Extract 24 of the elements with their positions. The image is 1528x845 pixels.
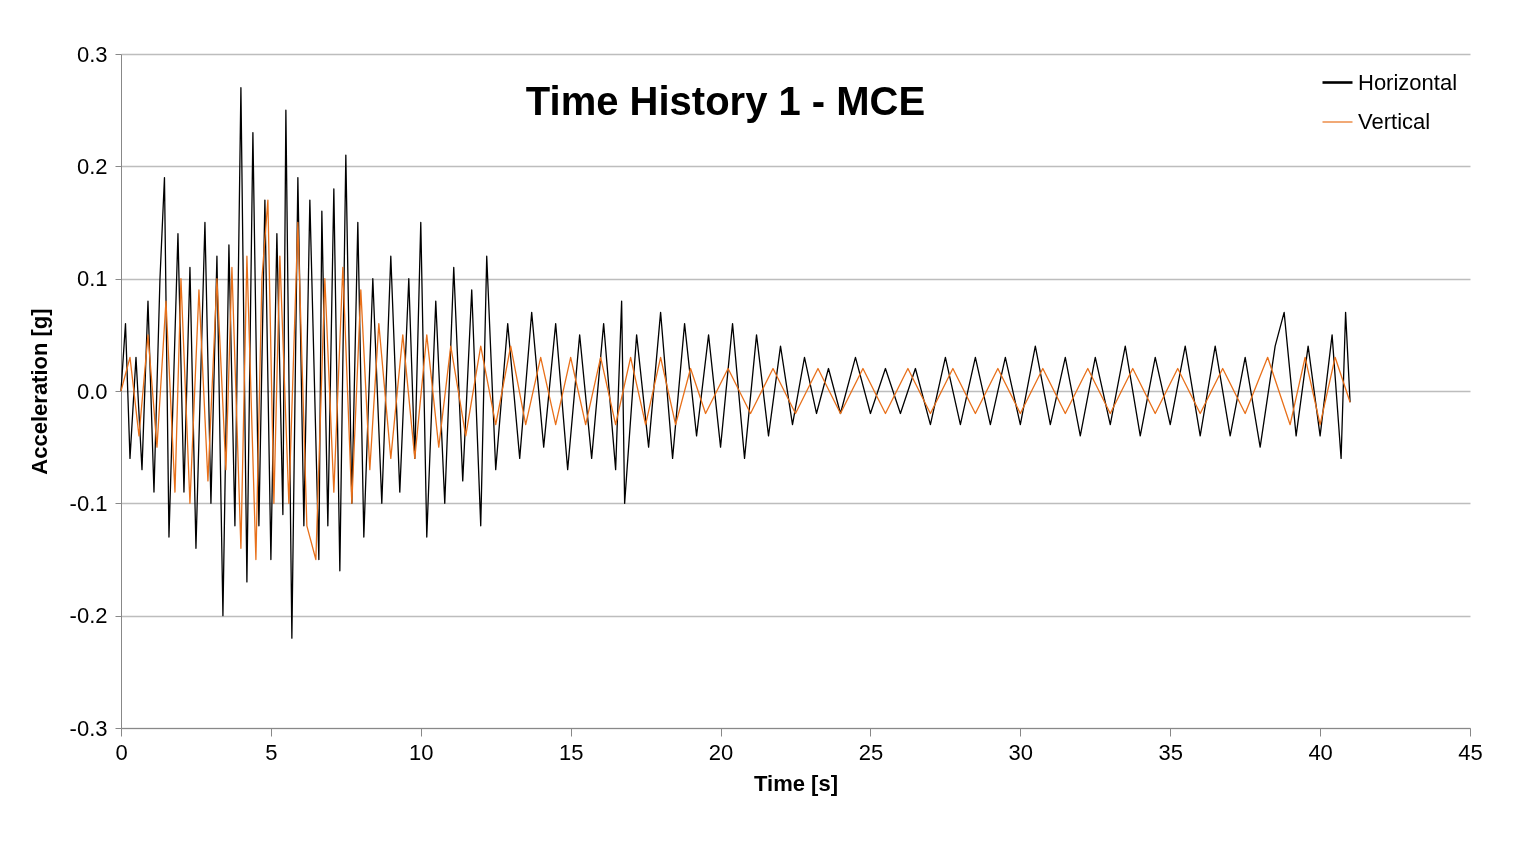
x-tick-label: 35 bbox=[1158, 739, 1183, 765]
x-tick-label: 0 bbox=[115, 739, 128, 765]
y-tick-label: -0.3 bbox=[69, 715, 108, 741]
line-series bbox=[120, 87, 1351, 639]
x-tick-label: 30 bbox=[1008, 739, 1034, 765]
text: Time History 1 - MCE bbox=[525, 79, 926, 123]
x-axis-title: Time [s] bbox=[754, 770, 838, 796]
x-tick-label: 15 bbox=[558, 739, 584, 765]
x-tick-label: 40 bbox=[1308, 739, 1333, 765]
y-tick-label: 0.3 bbox=[76, 41, 108, 67]
legend-label: Vertical bbox=[1358, 109, 1431, 134]
y-tick-label: 0.2 bbox=[76, 153, 108, 179]
y-axis-title: Acceleration [g] bbox=[26, 308, 52, 475]
y-tick-label: 0.0 bbox=[76, 378, 108, 404]
x-tick-label: 25 bbox=[858, 739, 884, 765]
y-tick-label: 0.1 bbox=[76, 266, 108, 292]
x-tick-label: 20 bbox=[708, 739, 734, 765]
y-tick-label: -0.1 bbox=[69, 490, 108, 516]
line-series bbox=[120, 199, 1351, 561]
y-tick-label: -0.2 bbox=[69, 603, 108, 629]
x-tick-label: 45 bbox=[1458, 739, 1483, 765]
x-tick-label: 10 bbox=[409, 739, 434, 765]
legend-label: Horizontal bbox=[1358, 69, 1458, 95]
x-tick-label: 5 bbox=[265, 739, 278, 765]
